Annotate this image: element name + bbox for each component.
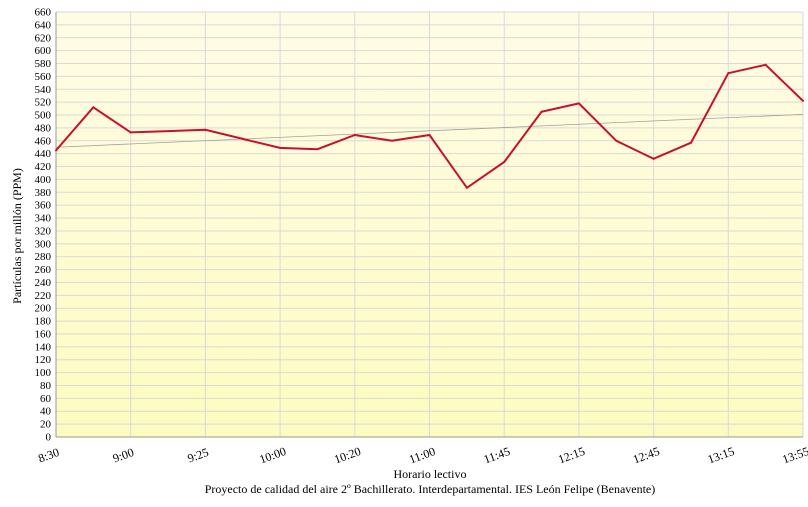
- y-tick-label: 120: [35, 354, 52, 366]
- y-tick-label: 600: [35, 45, 52, 57]
- y-tick-label: 280: [35, 251, 52, 263]
- data-point: [615, 139, 618, 142]
- y-tick-label: 500: [35, 110, 52, 122]
- y-tick-label: 140: [35, 341, 52, 353]
- data-point: [316, 148, 319, 151]
- data-point: [540, 110, 543, 113]
- y-tick-label: 200: [35, 303, 52, 315]
- x-tick-label: 13:55: [780, 444, 808, 467]
- data-point: [764, 63, 767, 66]
- y-tick-label: 460: [35, 135, 52, 147]
- y-tick-label: 660: [35, 7, 52, 19]
- data-point: [689, 141, 692, 144]
- data-point: [55, 149, 57, 152]
- data-point: [167, 130, 170, 133]
- y-axis-tick-labels: 0204060801001201401601802002202402602803…: [35, 7, 52, 444]
- y-tick-label: 100: [35, 367, 52, 379]
- y-tick-label: 40: [40, 406, 52, 418]
- x-tick-label: 12:45: [631, 444, 661, 467]
- data-point: [204, 128, 207, 131]
- axes: [55, 12, 803, 438]
- x-tick-label: 9:25: [186, 445, 211, 465]
- y-tick-label: 80: [40, 380, 52, 392]
- y-tick-label: 520: [35, 97, 52, 109]
- x-tick-label: 10:00: [257, 444, 287, 467]
- data-point: [391, 139, 394, 142]
- x-axis-title: Horario lectivo: [394, 467, 467, 481]
- y-tick-label: 400: [35, 174, 52, 186]
- chart-footnote: Proyecto de calidad del aire 2º Bachille…: [205, 482, 656, 496]
- y-tick-label: 0: [46, 432, 52, 444]
- data-points: [55, 63, 804, 189]
- y-axis-title: Partículas por millón (PPM): [10, 168, 24, 304]
- y-tick-label: 20: [40, 419, 52, 431]
- gridlines: [55, 11, 804, 437]
- y-tick-label: 440: [35, 148, 52, 160]
- y-tick-label: 180: [35, 316, 52, 328]
- y-tick-label: 320: [35, 225, 52, 237]
- x-tick-label: 12:15: [556, 444, 586, 467]
- y-tick-label: 380: [35, 187, 52, 199]
- y-tick-label: 580: [35, 58, 52, 70]
- x-tick-label: 11:00: [407, 444, 437, 466]
- data-point: [428, 133, 431, 136]
- data-point: [92, 106, 95, 109]
- y-tick-label: 360: [35, 200, 52, 212]
- y-tick-label: 160: [35, 328, 52, 340]
- trend-line: [55, 113, 804, 148]
- y-tick-label: 560: [35, 71, 52, 83]
- data-point: [465, 186, 468, 189]
- y-tick-label: 480: [35, 122, 52, 134]
- data-point: [652, 157, 655, 160]
- data-point: [241, 137, 244, 140]
- data-point: [727, 72, 730, 75]
- y-tick-label: 260: [35, 264, 52, 276]
- data-point: [129, 131, 132, 134]
- x-tick-label: 8:30: [36, 445, 61, 465]
- data-point: [802, 99, 804, 102]
- y-tick-label: 60: [40, 393, 52, 405]
- x-axis-tick-labels: 8:30 9:00 9:25 10:00 10:20 11:00 11:45 12:15 12:…: [36, 444, 808, 467]
- y-tick-label: 300: [35, 238, 52, 250]
- data-point: [279, 146, 282, 149]
- x-tick-label: 10:20: [332, 444, 362, 467]
- data-point: [503, 161, 506, 164]
- y-tick-label: 540: [35, 84, 52, 96]
- x-tick-label: 11:45: [482, 444, 512, 466]
- y-tick-label: 240: [35, 277, 52, 289]
- data-point: [353, 133, 356, 136]
- y-tick-label: 620: [35, 32, 52, 44]
- y-tick-label: 220: [35, 290, 52, 302]
- y-tick-label: 340: [35, 213, 52, 225]
- data-point: [577, 102, 580, 105]
- x-tick-label: 13:15: [706, 444, 736, 467]
- y-tick-label: 640: [35, 19, 52, 31]
- x-tick-label: 9:00: [111, 445, 136, 465]
- y-tick-label: 420: [35, 161, 52, 173]
